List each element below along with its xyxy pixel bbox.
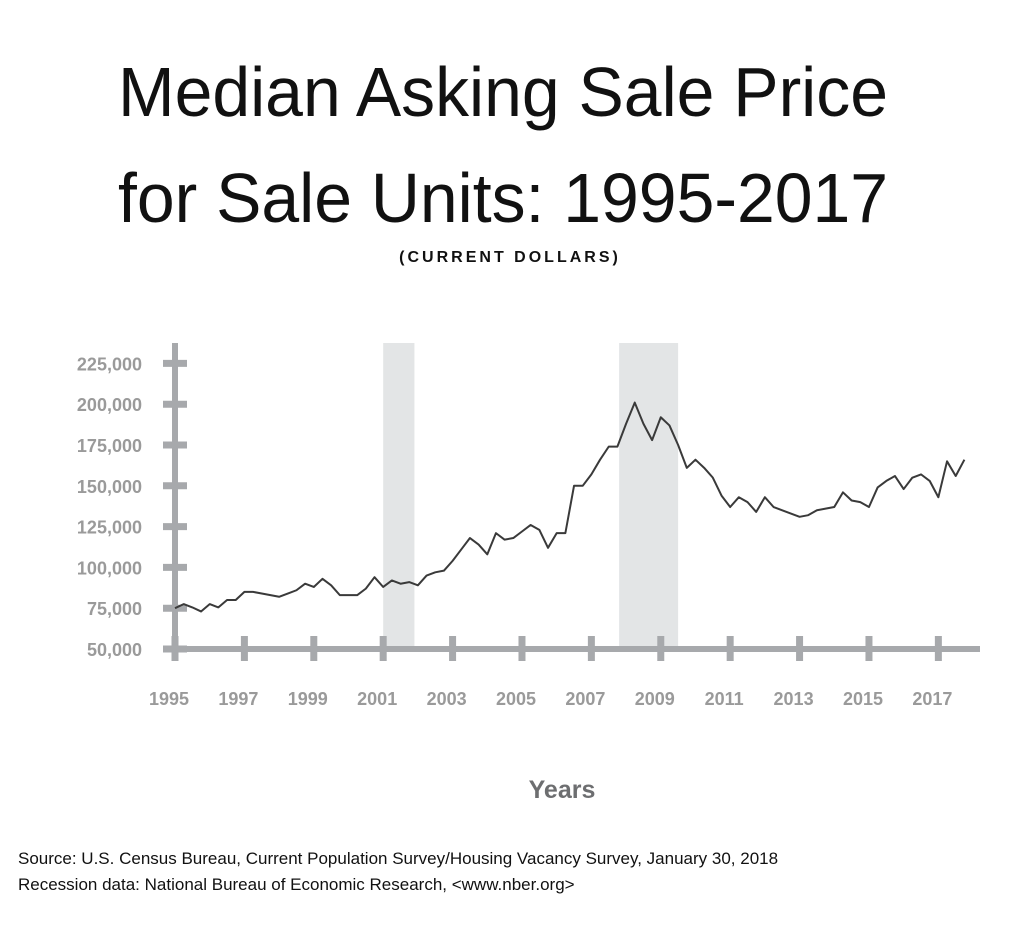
x-tick-label: 2007: [565, 689, 605, 709]
x-tick-label: 2013: [774, 689, 814, 709]
x-tick-label: 2009: [635, 689, 675, 709]
x-tick-label: 2003: [427, 689, 467, 709]
y-tick-label: 75,000: [87, 599, 142, 619]
x-tick-label: 2011: [705, 689, 744, 709]
y-tick-label: 50,000: [87, 640, 142, 660]
y-tick-label: 175,000: [77, 436, 142, 456]
source-note: Recession data: National Bureau of Econo…: [18, 875, 575, 894]
y-tick-label: 225,000: [77, 354, 142, 374]
x-axis-label: Years: [529, 776, 596, 804]
chart-subtitle: (CURRENT DOLLARS): [399, 249, 621, 266]
y-tick-label: 150,000: [77, 477, 142, 497]
chart-title: Median Asking Sale Price: [118, 53, 888, 131]
x-tick-label: 1995: [149, 689, 189, 709]
chart-title: for Sale Units: 1995-2017: [118, 159, 888, 237]
y-tick-label: 200,000: [77, 395, 142, 415]
source-note: Source: U.S. Census Bureau, Current Popu…: [18, 849, 778, 868]
x-tick-label: 1997: [218, 689, 258, 709]
y-tick-label: 100,000: [77, 558, 142, 578]
recession-band: [383, 343, 415, 649]
price-line: [174, 401, 966, 613]
x-tick-label: 2015: [843, 689, 883, 709]
x-tick-label: 2017: [912, 689, 952, 709]
y-tick-label: 125,000: [77, 518, 142, 538]
x-tick-label: 2005: [496, 689, 536, 709]
recession-band: [619, 343, 679, 649]
x-tick-label: 2001: [357, 689, 397, 709]
x-tick-label: 1999: [288, 689, 328, 709]
